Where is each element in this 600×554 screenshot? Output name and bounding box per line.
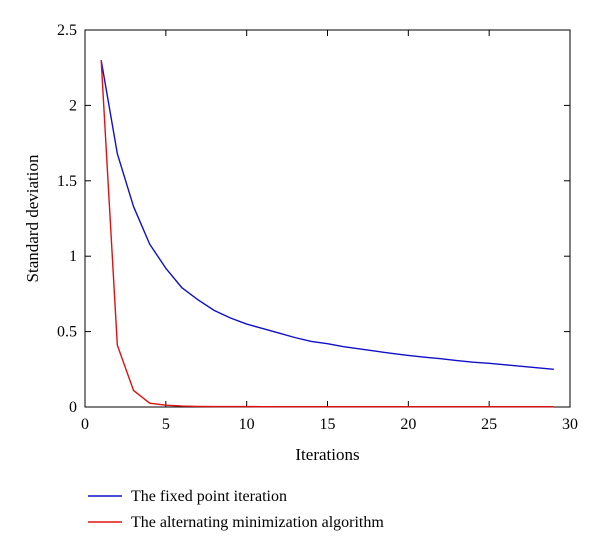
plot-area-frame bbox=[84, 29, 571, 408]
y-tick-label: 0 bbox=[69, 399, 77, 416]
series-lines bbox=[100, 60, 554, 408]
x-tick-label: 25 bbox=[481, 416, 497, 433]
series-line-fixed-point bbox=[100, 60, 554, 370]
y-tick-label: 2 bbox=[69, 97, 77, 114]
y-tick-label: 1 bbox=[69, 248, 77, 265]
x-tick-label: 30 bbox=[562, 416, 578, 433]
series-line-alternating bbox=[100, 60, 554, 408]
legend: The fixed point iteration The alternatin… bbox=[88, 488, 384, 531]
x-axis-label: Iterations bbox=[295, 445, 359, 464]
x-tick-label: 0 bbox=[81, 416, 89, 433]
y-tick-label: 0.5 bbox=[57, 324, 77, 341]
y-tick-label: 2.5 bbox=[57, 22, 77, 39]
legend-label-alternating: The alternating minimization algorithm bbox=[131, 514, 384, 531]
x-tick-label: 15 bbox=[320, 416, 336, 433]
x-tick-label: 10 bbox=[239, 416, 255, 433]
y-axis-label: Standard deviation bbox=[23, 154, 42, 282]
x-tick-label: 5 bbox=[162, 416, 170, 433]
y-tick-label: 1.5 bbox=[57, 173, 77, 190]
x-tick-label: 20 bbox=[400, 416, 416, 433]
axis-ticks: 0 5 10 15 20 25 30 0 0.5 1 1.5 2 2.5 bbox=[57, 22, 578, 433]
legend-label-fixed-point: The fixed point iteration bbox=[131, 488, 287, 505]
